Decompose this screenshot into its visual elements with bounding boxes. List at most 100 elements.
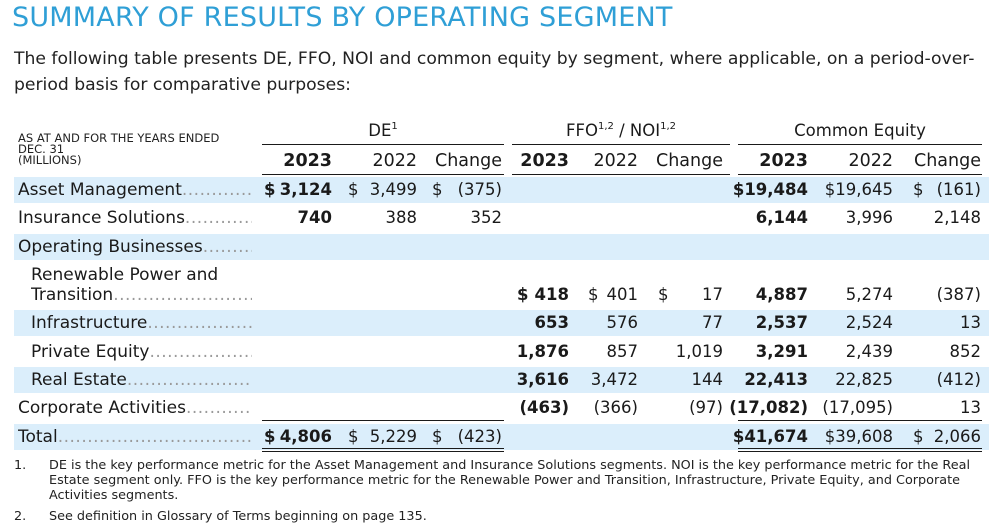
- table-cell: 22,825: [835, 370, 893, 389]
- table-cell: 418: [534, 285, 569, 304]
- column-header: 2023: [759, 151, 808, 171]
- total-double-underline: [738, 448, 982, 449]
- header-underline: [738, 174, 982, 175]
- total-double-underline: [262, 448, 504, 449]
- row-header-caption: AS AT AND FOR THE YEARS ENDED: [18, 131, 220, 145]
- row-label-line1: Renewable Power and: [31, 265, 219, 285]
- row-label-text: Asset Management: [18, 180, 182, 200]
- table-cell: 6,144: [755, 208, 808, 227]
- row-label-text: Total: [18, 427, 58, 447]
- table-cell: 5,229: [369, 427, 417, 446]
- leader-dots: ........................................…: [202, 237, 252, 257]
- currency-symbol: $: [658, 285, 669, 304]
- column-header: Change: [913, 151, 981, 171]
- row-label-text: Infrastructure: [31, 313, 148, 333]
- header-underline: [512, 174, 730, 175]
- currency-symbol: $: [264, 180, 276, 199]
- table-cell: 401: [606, 285, 639, 304]
- group-label: FFO: [565, 121, 598, 140]
- leader-dots: ........................................…: [57, 427, 252, 447]
- row-band: [14, 310, 989, 336]
- row-band: [14, 177, 989, 203]
- table-cell: 2,439: [845, 342, 893, 361]
- table-cell: 653: [534, 313, 569, 332]
- page-title: SUMMARY OF RESULTS BY OPERATING SEGMENT: [12, 2, 673, 33]
- table-cell: (17,082): [729, 398, 808, 417]
- table-cell: 13: [960, 398, 981, 417]
- table-cell: 2,148: [933, 208, 981, 227]
- table-cell: $41,674: [732, 427, 808, 446]
- leader-dots: ........................................…: [149, 342, 252, 362]
- leader-dots: ........................................…: [181, 180, 252, 200]
- row-label: Total...................................…: [18, 426, 252, 448]
- row-label-text: Real Estate: [31, 370, 127, 390]
- row-header-caption: DEC. 31: [18, 142, 65, 156]
- row-label-text: Private Equity: [31, 342, 150, 362]
- currency-symbol: $: [913, 180, 924, 199]
- group-label: DE: [368, 121, 392, 140]
- group-header-de: DE1: [262, 121, 504, 140]
- table-cell: $19,484: [732, 180, 808, 199]
- table-cell: (387): [936, 285, 981, 304]
- group-underline: [262, 144, 504, 145]
- currency-symbol: $: [517, 285, 529, 304]
- table-cell: 352: [470, 208, 503, 227]
- column-header: 2022: [372, 151, 417, 171]
- column-header: Change: [655, 151, 723, 171]
- currency-symbol: $: [348, 180, 359, 199]
- table-cell: (366): [593, 398, 638, 417]
- total-double-underline: [738, 451, 982, 452]
- table-cell: 144: [691, 370, 724, 389]
- table-cell: 857: [606, 342, 639, 361]
- table-cell: (375): [457, 180, 502, 199]
- group-header-ffo-noi: FFO1,2 / NOI1,2: [512, 121, 730, 140]
- row-label-text: Corporate Activities: [18, 398, 186, 418]
- intro-paragraph: The following table presents DE, FFO, NO…: [14, 49, 975, 95]
- column-header: 2023: [283, 151, 332, 171]
- leader-dots: ........................................…: [185, 398, 252, 418]
- leader-dots: ........................................…: [113, 285, 252, 305]
- table-cell: 388: [385, 208, 418, 227]
- group-underline: [512, 144, 730, 145]
- table-cell: 2,524: [845, 313, 893, 332]
- row-header-caption: (MILLIONS): [18, 153, 82, 167]
- currency-symbol: $: [348, 427, 359, 446]
- table-cell: 1,876: [516, 342, 569, 361]
- column-header: 2023: [520, 151, 569, 171]
- superscript-1-2: 1,2: [660, 121, 677, 132]
- table-cell: 77: [702, 313, 723, 332]
- table-cell: (97): [689, 398, 723, 417]
- table-cell: 22,413: [744, 370, 808, 389]
- row-band: [14, 424, 989, 450]
- table-cell: $39,608: [824, 427, 893, 446]
- subtotal-underline: [262, 420, 504, 421]
- row-label-text: Transition: [31, 285, 114, 305]
- column-header: 2022: [593, 151, 638, 171]
- table-cell: 3,616: [516, 370, 569, 389]
- table-cell: 3,472: [590, 370, 638, 389]
- table-cell: 3,996: [845, 208, 893, 227]
- table-cell: 3,499: [369, 180, 417, 199]
- leader-dots: ........................................…: [184, 208, 252, 228]
- column-header: 2022: [848, 151, 893, 171]
- row-label: Corporate Activities....................…: [18, 397, 252, 419]
- group-header-common-equity: Common Equity: [794, 121, 926, 140]
- row-label-text: Insurance Solutions: [18, 208, 185, 228]
- superscript-1: 1: [391, 121, 398, 132]
- table-cell: 3,291: [755, 342, 808, 361]
- table-cell: $19,645: [824, 180, 893, 199]
- leader-dots: ........................................…: [126, 370, 252, 390]
- currency-symbol: $: [264, 427, 276, 446]
- subtotal-underline: [738, 420, 982, 421]
- table-cell: 13: [960, 313, 981, 332]
- table-cell: (463): [519, 398, 569, 417]
- table-cell: 3,124: [279, 180, 332, 199]
- group-underline: [738, 144, 982, 145]
- table-cell: 852: [949, 342, 982, 361]
- table-cell: 4,806: [279, 427, 332, 446]
- row-label: Operating Businesses....................…: [18, 236, 252, 258]
- total-double-underline: [262, 451, 504, 452]
- row-label: Infrastructure..........................…: [31, 312, 252, 334]
- leader-dots: ........................................…: [147, 313, 252, 333]
- header-underline: [262, 174, 504, 175]
